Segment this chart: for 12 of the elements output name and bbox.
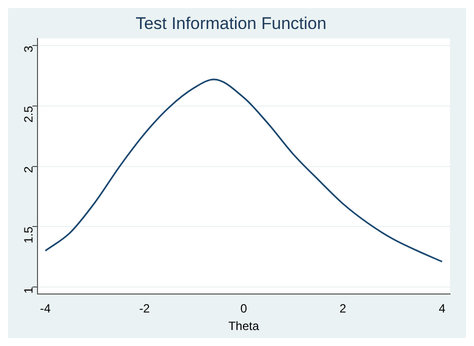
x-tick-label: 2 <box>340 302 347 316</box>
y-tick-label: 2.5 <box>22 106 36 123</box>
y-tick-label: 2 <box>22 166 36 173</box>
y-tick-label: 1 <box>22 286 36 294</box>
x-tick-label: 4 <box>438 302 446 316</box>
x-tick-label: -4 <box>40 302 51 316</box>
chart-title: Test Information Function <box>136 14 326 33</box>
x-tick-label: 0 <box>240 302 248 316</box>
x-axis-title: Theta <box>228 319 260 334</box>
x-tick-label: -2 <box>139 302 150 316</box>
y-tick-label: 1.5 <box>22 226 36 244</box>
y-tick-label: 3 <box>22 45 36 52</box>
